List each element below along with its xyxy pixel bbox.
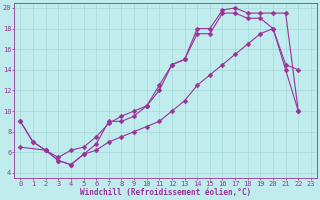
X-axis label: Windchill (Refroidissement éolien,°C): Windchill (Refroidissement éolien,°C): [80, 188, 251, 197]
